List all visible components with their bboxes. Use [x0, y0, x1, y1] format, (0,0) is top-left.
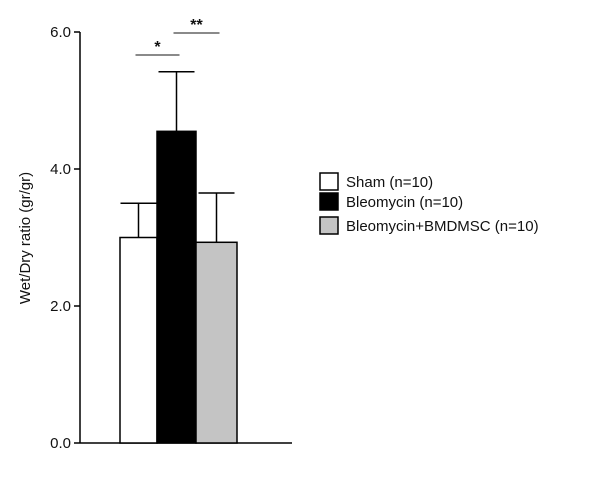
y-tick-label: 2.0	[50, 298, 71, 315]
bar-1	[119, 236, 158, 444]
y-axis-label: Wet/Dry ratio (gr/gr)	[17, 172, 34, 304]
significance-label-1: *	[154, 39, 161, 56]
y-tick-label: 6.0	[50, 24, 71, 41]
legend-label-2: Bleomycin (n=10)	[346, 194, 463, 211]
bar-2	[156, 130, 197, 444]
legend-swatch-3	[319, 216, 339, 235]
legend-label-1: Sham (n=10)	[346, 174, 433, 191]
legend-swatch-1	[319, 172, 339, 191]
y-axis: 0.0 2.0 4.0 6.0	[50, 24, 81, 452]
legend-label-3: Bleomycin+BMDMSC (n=10)	[346, 218, 539, 235]
legend-swatch-2	[319, 192, 339, 211]
y-tick-label: 0.0	[50, 435, 71, 452]
y-tick-label: 4.0	[50, 161, 71, 178]
bar-3	[195, 241, 238, 444]
legend: Sham (n=10) Bleomycin (n=10) Bleomycin+BMD…	[319, 172, 539, 235]
significance-label-2: **	[190, 17, 203, 34]
